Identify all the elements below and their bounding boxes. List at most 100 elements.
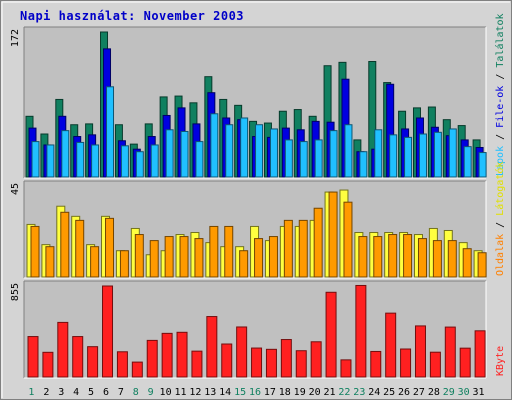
x-tick-label-8: 8 bbox=[133, 387, 139, 398]
x-tick-label-24: 24 bbox=[368, 387, 380, 398]
bar-visits-sites-Oldalak-2 bbox=[45, 246, 55, 278]
bar-visits-sites-Oldalak-5 bbox=[90, 246, 100, 278]
bar-kbytes-KByte-15 bbox=[236, 326, 248, 378]
x-tick-label-1: 1 bbox=[28, 387, 34, 398]
x-tick-label-15: 15 bbox=[234, 387, 246, 398]
x-tick-label-2: 2 bbox=[43, 387, 49, 398]
bar-kbytes-KByte-3 bbox=[57, 321, 69, 378]
bar-kbytes-KByte-17 bbox=[265, 348, 277, 378]
legend-separator: / bbox=[495, 128, 506, 146]
bar-visits-sites-Oldalak-24 bbox=[373, 236, 383, 278]
x-tick-label-4: 4 bbox=[73, 387, 79, 398]
x-tick-label-28: 28 bbox=[428, 387, 440, 398]
bar-kbytes-KByte-19 bbox=[295, 350, 307, 378]
bar-visits-sites-Oldalak-16 bbox=[254, 238, 264, 278]
bar-visits-sites-Oldalak-29 bbox=[447, 240, 457, 278]
x-tick-label-5: 5 bbox=[88, 387, 94, 398]
bar-visits-sites-Oldalak-19 bbox=[298, 219, 308, 278]
bar-hits-files-sites-Lapok-6 bbox=[106, 86, 115, 178]
bar-visits-sites-Oldalak-22 bbox=[343, 201, 353, 278]
x-tick-label-9: 9 bbox=[148, 387, 154, 398]
bar-kbytes-KByte-9 bbox=[146, 339, 158, 378]
y-max-label-kbytes: 855 bbox=[10, 283, 21, 301]
bar-hits-files-sites-Lapok-3 bbox=[61, 130, 70, 178]
bar-hits-files-sites-Lapok-27 bbox=[418, 133, 427, 178]
bar-kbytes-KByte-2 bbox=[42, 351, 54, 378]
bar-visits-sites-Oldalak-25 bbox=[388, 234, 398, 278]
x-tick-label-10: 10 bbox=[160, 387, 172, 398]
bar-hits-files-sites-Lapok-13 bbox=[210, 113, 219, 178]
bar-kbytes-KByte-5 bbox=[87, 346, 99, 378]
legend-entry: Lapok bbox=[495, 146, 506, 176]
bar-hits-files-sites-Lapok-26 bbox=[404, 136, 413, 178]
legend-entry: KByte bbox=[495, 346, 506, 376]
bar-kbytes-KByte-10 bbox=[161, 332, 173, 378]
bar-hits-files-sites-Lapok-11 bbox=[180, 130, 189, 178]
x-tick-label-20: 20 bbox=[309, 387, 321, 398]
bar-kbytes-KByte-22 bbox=[340, 359, 352, 378]
bar-kbytes-KByte-20 bbox=[310, 341, 322, 378]
x-tick-label-6: 6 bbox=[103, 387, 109, 398]
bar-kbytes-KByte-23 bbox=[355, 284, 367, 378]
x-tick-label-27: 27 bbox=[413, 387, 425, 398]
legend-hits-files-sites: Lapok / File-ok / Találatok bbox=[494, 13, 506, 176]
bar-visits-sites-Oldalak-31 bbox=[477, 252, 487, 278]
page-title: Napi használat: November 2003 bbox=[20, 9, 245, 23]
bar-kbytes-KByte-27 bbox=[414, 325, 426, 378]
bar-hits-files-sites-Lapok-5 bbox=[91, 144, 100, 178]
bar-visits-sites-Oldalak-21 bbox=[328, 191, 338, 278]
bar-hits-files-sites-Lapok-9 bbox=[150, 144, 159, 178]
legend-kbytes: KByte bbox=[495, 346, 506, 376]
bar-visits-sites-Oldalak-14 bbox=[224, 225, 234, 278]
y-max-label-hits-files-sites: 172 bbox=[10, 29, 21, 47]
bar-kbytes-KByte-24 bbox=[370, 350, 382, 378]
bar-visits-sites-Oldalak-23 bbox=[358, 236, 368, 278]
bar-hits-files-sites-Lapok-22 bbox=[344, 124, 353, 178]
x-tick-label-25: 25 bbox=[383, 387, 395, 398]
x-tick-label-30: 30 bbox=[458, 387, 470, 398]
bar-visits-sites-Oldalak-18 bbox=[283, 219, 293, 278]
bar-visits-sites-Oldalak-28 bbox=[432, 240, 442, 278]
y-max-label-visits-sites: 45 bbox=[10, 183, 21, 195]
x-tick-label-18: 18 bbox=[279, 387, 291, 398]
bar-hits-files-sites-Lapok-18 bbox=[284, 139, 293, 178]
bar-kbytes-KByte-14 bbox=[221, 343, 233, 378]
bar-visits-sites-Oldalak-17 bbox=[268, 236, 278, 278]
bar-hits-files-sites-Lapok-29 bbox=[448, 128, 457, 178]
bar-kbytes-KByte-18 bbox=[280, 339, 292, 378]
x-tick-label-21: 21 bbox=[323, 387, 335, 398]
x-tick-label-17: 17 bbox=[264, 387, 276, 398]
bar-hits-files-sites-Lapok-31 bbox=[478, 152, 487, 178]
x-tick-label-3: 3 bbox=[58, 387, 64, 398]
bar-hits-files-sites-Lapok-20 bbox=[314, 139, 323, 178]
bar-hits-files-sites-Lapok-2 bbox=[46, 144, 55, 178]
legend-entry: File-ok bbox=[495, 86, 506, 128]
bar-hits-files-sites-Lapok-19 bbox=[299, 141, 308, 178]
legend-separator: / bbox=[495, 216, 506, 234]
x-tick-label-11: 11 bbox=[174, 387, 186, 398]
bar-visits-sites-Oldalak-6 bbox=[105, 217, 115, 278]
bar-kbytes-KByte-25 bbox=[385, 312, 397, 378]
bar-visits-sites-Oldalak-26 bbox=[403, 234, 413, 278]
bar-hits-files-sites-Lapok-10 bbox=[165, 129, 174, 178]
bar-kbytes-KByte-8 bbox=[131, 361, 143, 378]
bar-kbytes-KByte-31 bbox=[474, 330, 486, 378]
x-tick-label-19: 19 bbox=[294, 387, 306, 398]
bar-visits-sites-Oldalak-20 bbox=[313, 207, 323, 278]
legend-separator: / bbox=[495, 68, 506, 86]
bar-hits-files-sites-Lapok-24 bbox=[374, 129, 383, 178]
x-tick-label-13: 13 bbox=[204, 387, 216, 398]
bar-kbytes-KByte-21 bbox=[325, 291, 337, 378]
bar-visits-sites-Oldalak-10 bbox=[164, 236, 174, 278]
bar-visits-sites-Oldalak-27 bbox=[417, 238, 427, 278]
bar-kbytes-KByte-26 bbox=[400, 348, 412, 378]
bar-hits-files-sites-Lapok-30 bbox=[463, 146, 472, 178]
bar-hits-files-sites-Lapok-4 bbox=[76, 141, 85, 178]
x-tick-label-22: 22 bbox=[338, 387, 350, 398]
bar-hits-files-sites-Lapok-17 bbox=[269, 128, 278, 178]
x-tick-label-14: 14 bbox=[219, 387, 231, 398]
legend-entry: Látogatók bbox=[494, 162, 506, 216]
bar-kbytes-KByte-1 bbox=[27, 336, 39, 378]
